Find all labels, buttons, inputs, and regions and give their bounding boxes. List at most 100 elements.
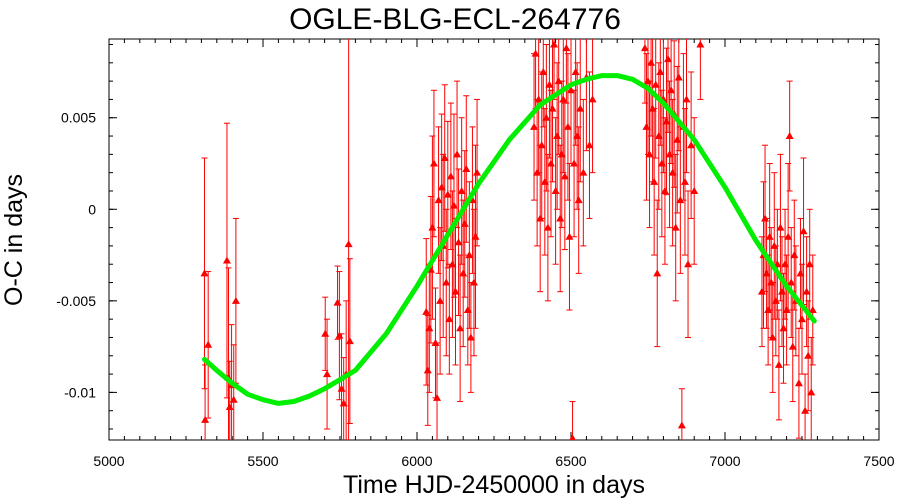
triangle-marker [576, 104, 585, 112]
data-point [204, 271, 213, 419]
triangle-marker [768, 333, 777, 341]
triangle-marker [551, 186, 560, 194]
data-point [585, 71, 594, 219]
y-tick-label: -0.005 [56, 293, 96, 309]
data-point [462, 95, 471, 243]
triangle-marker [422, 307, 431, 315]
y-tick-label: -0.01 [64, 384, 96, 400]
triangle-marker [445, 315, 454, 323]
triangle-marker [794, 379, 803, 387]
triangle-marker [543, 223, 552, 231]
data-point [677, 388, 686, 440]
x-tick-label: 6000 [401, 453, 432, 469]
data-point [682, 39, 691, 174]
triangle-marker [571, 67, 580, 75]
x-tick-label: 5000 [93, 453, 124, 469]
data-point [808, 254, 817, 366]
triangle-marker [466, 333, 475, 341]
data-point [457, 117, 466, 265]
triangle-marker [333, 298, 342, 306]
y-axis-label: O-C in days [0, 174, 28, 306]
triangle-marker [569, 434, 576, 440]
triangle-marker [687, 141, 696, 149]
data-point [542, 43, 551, 192]
data-point [323, 318, 332, 430]
triangle-marker [554, 77, 563, 85]
triangle-marker [548, 104, 557, 112]
triangle-marker [545, 80, 554, 88]
y-tick-label: 0 [88, 201, 96, 217]
triangle-marker [530, 122, 539, 130]
triangle-marker [200, 269, 209, 277]
data-point [422, 238, 431, 386]
triangle-marker [774, 360, 783, 368]
triangle-marker [667, 86, 676, 94]
data-point [651, 39, 660, 159]
triangle-marker [344, 240, 353, 248]
x-tick-label: 7500 [863, 453, 894, 469]
triangle-marker [204, 340, 213, 348]
triangle-marker [531, 49, 540, 57]
data-point [687, 71, 696, 219]
data-point [569, 401, 576, 440]
triangle-marker [229, 395, 238, 403]
triangle-marker [645, 150, 654, 158]
triangle-marker [651, 80, 660, 88]
triangle-marker [785, 132, 794, 140]
triangle-marker [345, 337, 354, 345]
fit-curve [202, 73, 817, 406]
triangle-marker [776, 223, 785, 231]
data-point [466, 282, 475, 393]
triangle-marker [323, 370, 332, 378]
data-point [200, 157, 209, 390]
data-point [345, 258, 354, 425]
triangle-marker [465, 251, 474, 259]
data-point [653, 199, 662, 348]
triangle-marker [801, 406, 810, 414]
triangle-marker [682, 95, 691, 103]
triangle-marker [799, 227, 808, 235]
triangle-marker [676, 196, 685, 204]
triangle-marker [542, 113, 551, 121]
triangle-marker [807, 388, 816, 396]
triangle-marker [453, 150, 462, 158]
x-axis-label: Time HJD-2450000 in days [343, 471, 645, 499]
plot-area [200, 39, 817, 440]
triangle-marker [454, 238, 463, 246]
data-point [588, 39, 597, 174]
triangle-marker [779, 324, 788, 332]
triangle-marker [473, 168, 482, 176]
data-point [333, 265, 342, 340]
triangle-marker [222, 256, 231, 264]
x-tick-label: 5500 [247, 453, 278, 469]
triangle-marker [225, 403, 234, 411]
triangle-marker [451, 287, 460, 295]
triangle-marker [462, 165, 471, 173]
data-point [222, 122, 231, 399]
triangle-marker [563, 122, 572, 130]
triangle-marker [680, 177, 689, 185]
triangle-marker [423, 366, 432, 374]
triangle-marker [567, 86, 575, 94]
triangle-marker [696, 40, 705, 48]
triangle-marker [671, 223, 680, 231]
triangle-marker [656, 67, 665, 75]
data-point [321, 296, 330, 371]
data-point [231, 217, 240, 384]
y-tick-label: 0.005 [61, 110, 96, 126]
data-point [465, 181, 474, 329]
data-point [576, 39, 585, 183]
triangle-marker [434, 196, 443, 204]
triangle-marker [442, 278, 451, 286]
data-point [429, 89, 438, 238]
y-axis: 0.005 0 -0.005 -0.01 [56, 43, 879, 430]
triangle-marker [784, 232, 793, 240]
data-point [548, 39, 557, 183]
triangle-marker [550, 40, 559, 48]
triangle-marker [585, 141, 594, 149]
data-point [779, 272, 788, 384]
triangle-marker [570, 159, 579, 167]
data-point [344, 39, 353, 440]
x-tick-label: 7000 [709, 453, 740, 469]
